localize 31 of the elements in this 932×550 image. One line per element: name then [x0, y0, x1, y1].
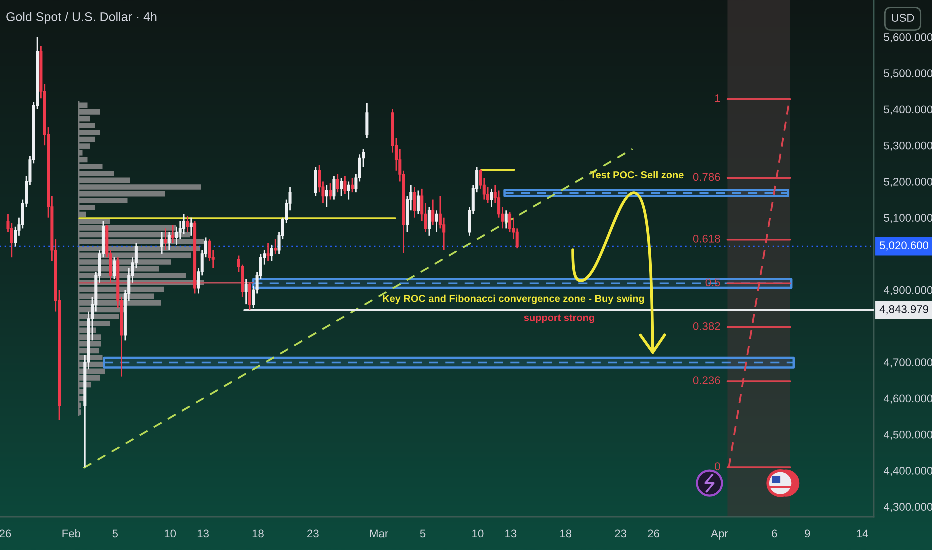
data-label: 4,843.979	[880, 305, 928, 315]
annotation: Test POC- Sell zone	[590, 171, 684, 179]
x-tick-label: 23	[308, 530, 319, 538]
x-tick-label: 5	[112, 530, 118, 538]
x-tick-label: Mar	[370, 530, 388, 538]
x-tick-label: Apr	[711, 530, 728, 540]
x-tick-label: 13	[506, 530, 517, 538]
series-label: 0.382	[693, 322, 720, 330]
x-tick-label: 5	[420, 530, 426, 538]
x-tick-label: 9	[805, 530, 810, 538]
series-label: 0.786	[693, 173, 720, 182]
y-axis-title: USD	[892, 14, 914, 22]
x-tick-label: 6	[772, 530, 778, 538]
x-tick-label: 18	[560, 530, 572, 538]
annotation: support strong	[524, 314, 594, 324]
x-tick-label: 23	[615, 530, 627, 538]
x-tick-label: 26	[648, 530, 660, 538]
x-tick-label: 10	[164, 530, 176, 538]
ref-line-label: 5,020.600	[880, 242, 929, 251]
x-tick-label: 14	[857, 530, 868, 538]
x-tick-label: 13	[198, 530, 209, 538]
x-tick-label: 26	[0, 530, 12, 538]
series-label: 0	[715, 462, 720, 470]
x-tick-label: Feb	[62, 530, 81, 538]
series-label: 1	[715, 94, 720, 102]
x-tick-label: 18	[252, 530, 264, 538]
annotation: Key ROC and Fibonacci convergence zone - Buy swing	[383, 294, 644, 304]
series-label: 0.236	[693, 376, 720, 384]
series-label: 0.618	[693, 235, 720, 243]
text: Gold Spot / U.S. Dollar · 4h	[6, 12, 157, 24]
x-tick-label: 10	[472, 530, 484, 538]
